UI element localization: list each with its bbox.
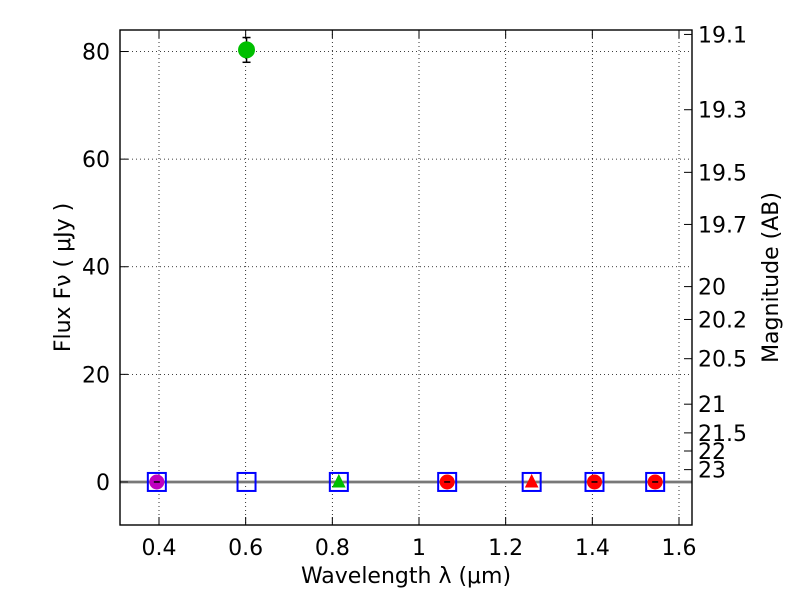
x-axis-title: Wavelength λ (μm) xyxy=(301,564,511,589)
model-square-marker xyxy=(236,471,257,492)
x-tick-label: 0.6 xyxy=(228,536,263,561)
y-tick-label: 80 xyxy=(82,41,110,66)
model-square-marker xyxy=(645,471,666,492)
marker-layer xyxy=(146,36,666,492)
detection-marker xyxy=(238,41,256,59)
x-tick-label: 1.4 xyxy=(575,536,610,561)
upper-limit-triangle-marker xyxy=(332,473,346,488)
y2-tick-label: 20.5 xyxy=(698,348,747,373)
y2-tick-label: 19.3 xyxy=(698,99,747,124)
y-axis-title: Flux Fν ( μJy ) xyxy=(51,203,76,352)
y2-tick-label: 19.5 xyxy=(698,161,747,186)
y-tick-label: 40 xyxy=(82,256,110,281)
x-tick-label: 1 xyxy=(412,536,426,561)
y2-axis-title: Magnitude (AB) xyxy=(759,192,784,363)
tick-layer: 0.4 0.6 0.8 1 1.2 1.4 1.6 0 20 40 60 80 19.1 19.3 19.5… xyxy=(82,23,747,561)
model-square-marker xyxy=(584,471,605,492)
y2-tick-label: 20 xyxy=(698,276,726,301)
upper-limit-triangle-marker xyxy=(524,473,539,488)
x-tick-label: 0.8 xyxy=(315,536,350,561)
y2-tick-label: 21.5 xyxy=(698,422,747,447)
y2-tick-label: 20.2 xyxy=(698,308,747,333)
y-tick-label: 20 xyxy=(82,363,110,388)
model-square-marker xyxy=(521,471,542,492)
model-square-marker xyxy=(437,471,458,492)
y-tick-label: 0 xyxy=(96,471,110,496)
y-tick-label: 60 xyxy=(82,148,110,173)
grid-layer xyxy=(120,30,692,525)
y2-tick-label: 22 xyxy=(698,440,726,465)
y2-tick-label: 19.1 xyxy=(698,23,747,48)
plot-frame xyxy=(119,29,693,526)
model-square-marker xyxy=(328,471,349,492)
model-square-marker xyxy=(146,471,167,492)
x-tick-label: 1.6 xyxy=(662,536,697,561)
y2-tick-label: 19.7 xyxy=(698,213,747,238)
x-tick-label: 1.2 xyxy=(488,536,523,561)
x-tick-label: 0.4 xyxy=(142,536,177,561)
y2-tick-label: 23 xyxy=(698,459,726,484)
y2-tick-label: 21 xyxy=(698,393,726,418)
